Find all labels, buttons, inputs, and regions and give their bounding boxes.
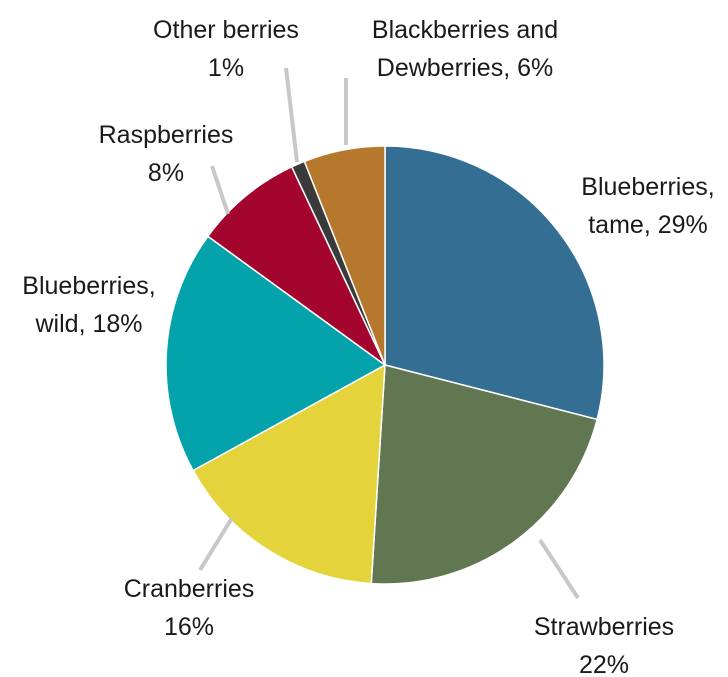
pie-slice-strawberries — [370, 364, 599, 585]
data-label-line: Other berries — [153, 16, 299, 44]
data-label-line: tame, 29% — [588, 211, 708, 239]
data-label-line: 16% — [164, 613, 214, 641]
pie-slice-raspberries — [206, 165, 386, 366]
data-label-other-berries: Other berries 1% — [153, 16, 299, 82]
data-label-line: 1% — [208, 54, 244, 82]
leader-line-strawberries — [538, 538, 580, 600]
data-label-blueberries-wild: Blueberries, wild, 18% — [22, 272, 155, 338]
pie-slice-cranberries — [192, 363, 386, 585]
pie-slice-blueberries-wild — [165, 235, 387, 472]
data-label-line: 8% — [148, 159, 184, 187]
pie-slice-blueberries-tame — [384, 145, 605, 421]
data-label-line: Blueberries, — [581, 173, 714, 201]
leader-line-raspberries — [210, 165, 230, 215]
data-label-strawberries: Strawberries 22% — [534, 613, 674, 677]
data-label-line: 22% — [579, 651, 629, 677]
data-label-line: wild, 18% — [35, 310, 143, 338]
leader-lines-layer — [198, 67, 580, 600]
data-label-blueberries-tame: Blueberries, tame, 29% — [581, 173, 714, 239]
data-label-line: Cranberries — [124, 575, 255, 603]
leader-line-other-berries — [284, 67, 299, 163]
pie-slice-blackberries-and-dewberries — [303, 145, 386, 366]
data-label-line: Strawberries — [534, 613, 674, 641]
data-label-line: Raspberries — [99, 121, 234, 149]
data-label-raspberries: Raspberries 8% — [99, 121, 234, 187]
labels-layer: Blueberries, tame, 29% Strawberries 22% Cran… — [22, 16, 714, 677]
data-label-cranberries: Cranberries 16% — [124, 575, 255, 641]
data-label-line: Blackberries and — [372, 16, 558, 44]
leader-line-cranberries — [198, 516, 234, 572]
data-label-blackberries-and-dewberries: Blackberries and Dewberries, 6% — [372, 16, 558, 82]
slices-layer — [165, 145, 605, 585]
data-label-line: Dewberries, 6% — [377, 54, 553, 82]
data-label-line: Blueberries, — [22, 272, 155, 300]
